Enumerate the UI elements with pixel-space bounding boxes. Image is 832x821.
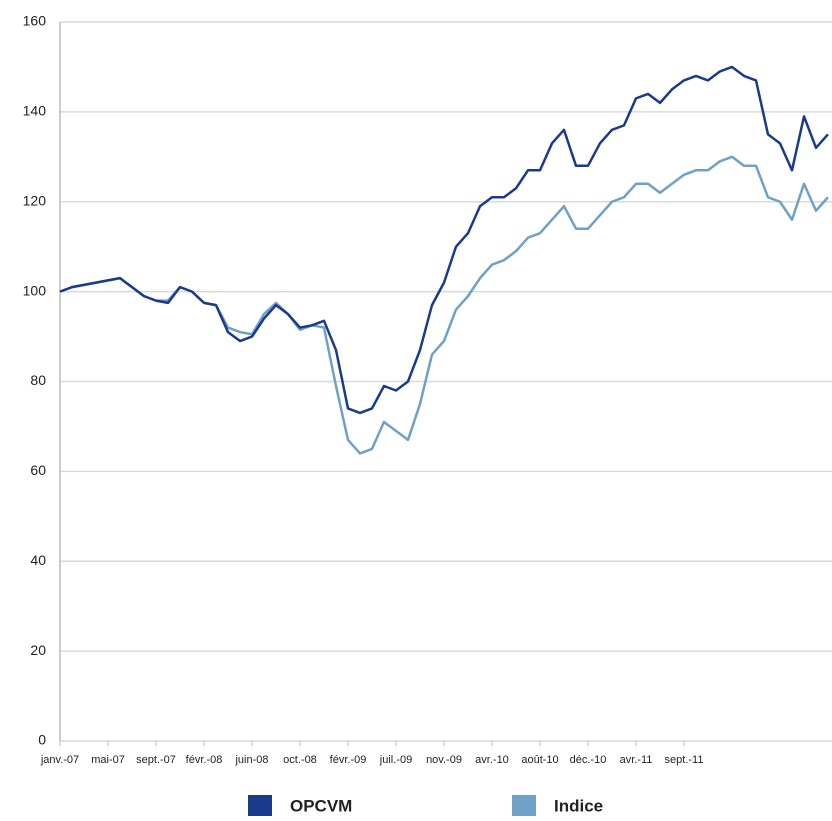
x-tick-label: oct.-08 [283,754,317,766]
x-tick-label: janv.-07 [40,754,79,766]
x-tick-label: sept.-11 [665,754,704,766]
legend-label: OPCVM [290,796,352,815]
x-tick-label: juin-08 [234,754,268,766]
x-tick-label: sept.-07 [136,754,176,766]
x-tick-label: déc.-10 [570,754,607,766]
x-tick-label: juil.-09 [379,754,412,766]
x-tick-label: avr.-11 [620,754,653,766]
legend-swatch [512,795,536,817]
y-tick-label: 80 [30,372,46,388]
y-tick-label: 120 [23,192,47,208]
x-tick-label: août-10 [521,754,558,766]
x-tick-label: nov.-09 [426,754,462,766]
x-tick-label: févr.-09 [330,754,367,766]
x-tick-label: avr.-10 [475,754,509,766]
y-tick-label: 140 [23,103,47,119]
y-tick-label: 20 [30,642,46,658]
y-tick-label: 160 [23,13,47,29]
y-tick-label: 40 [30,552,46,568]
legend-label: Indice [554,796,603,815]
legend-swatch [248,795,272,817]
x-tick-label: mai-07 [91,754,125,766]
series-line [59,65,829,415]
y-tick-label: 0 [38,732,46,748]
y-tick-label: 60 [30,462,46,478]
y-tick-label: 100 [23,282,47,298]
x-tick-label: févr.-08 [186,754,223,766]
